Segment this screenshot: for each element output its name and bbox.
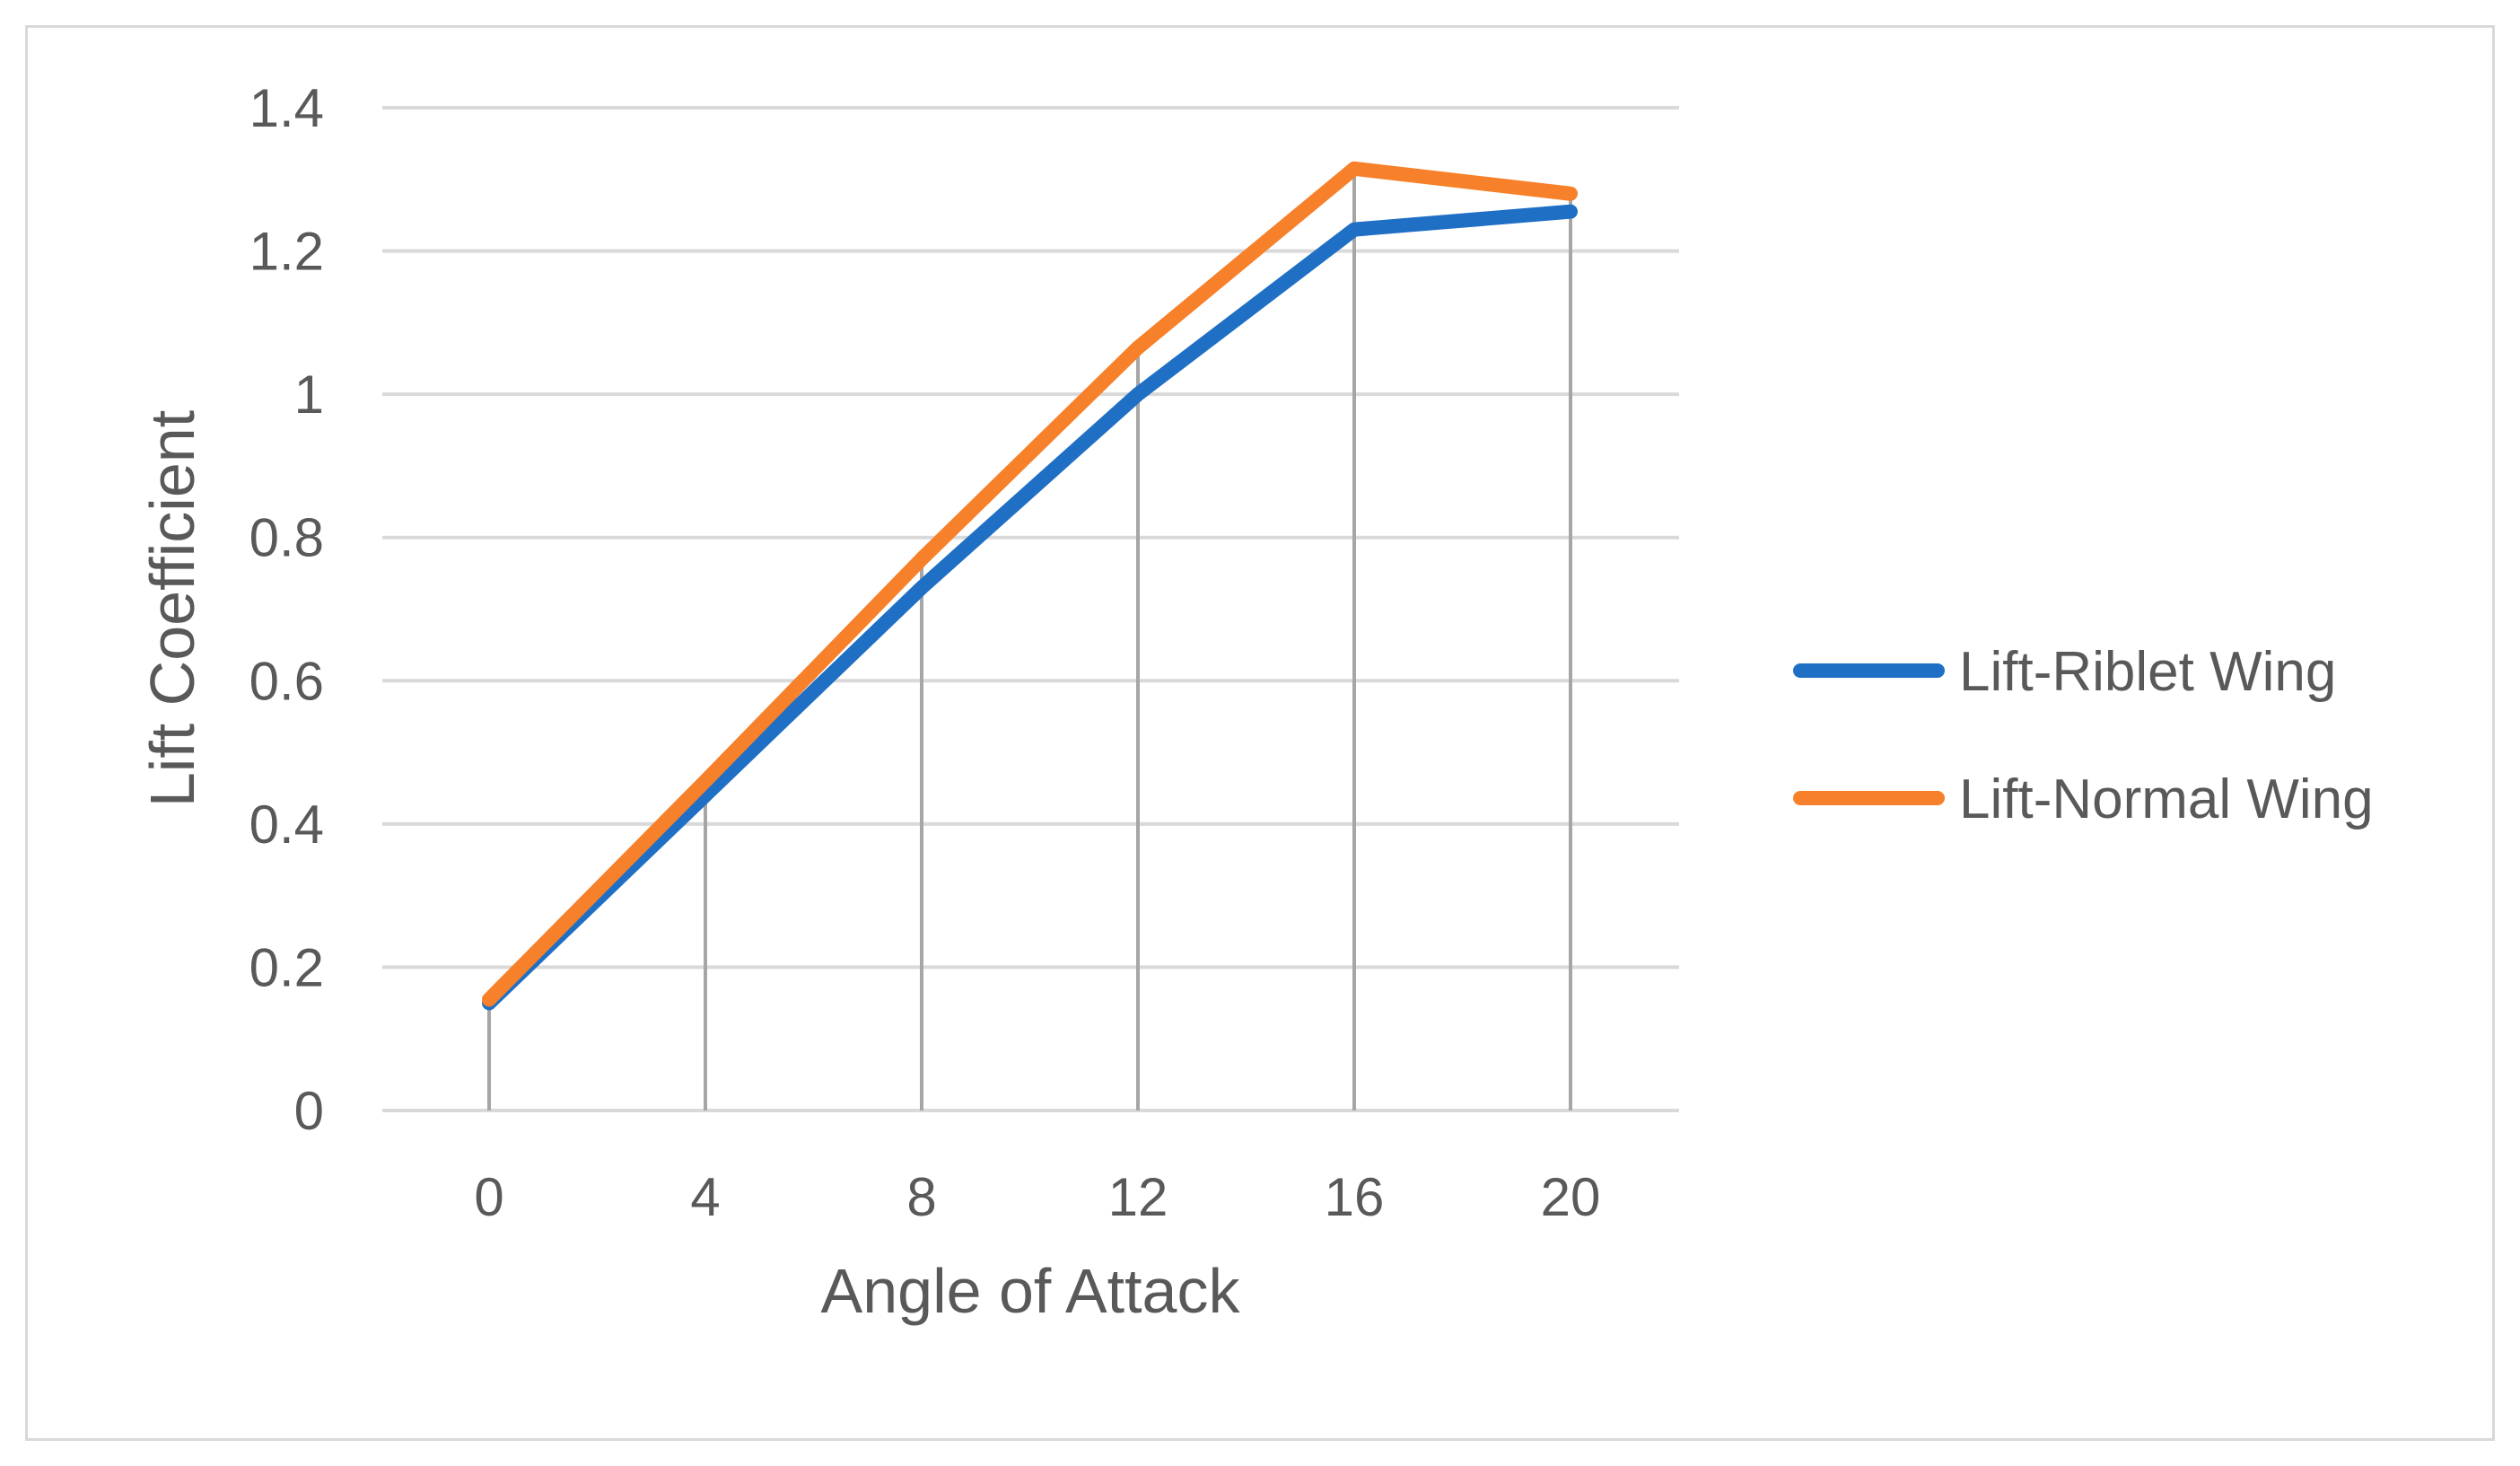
y-tick-label: 0.8 [249,508,324,568]
y-tick-label: 0 [294,1081,324,1141]
x-tick-label: 20 [1541,1167,1601,1227]
y-tick-label: 1 [294,364,324,425]
x-tick-label: 4 [690,1167,720,1227]
y-axis-title: Lift Coefficient [137,410,207,807]
line-chart: 0 0.2 0.4 0.6 0.8 1 1.2 1.4 0 4 8 12 16 20 Angle of … [137,78,2374,1326]
x-tick-label: 12 [1108,1167,1168,1227]
x-tick-label: 16 [1325,1167,1385,1227]
series-line-lift-normal-wing [482,161,1578,1007]
legend-label: Lift-Normal Wing [1959,768,2374,830]
drop-lines [487,168,1572,1110]
y-tick-label: 1.2 [249,222,324,282]
y-tick-label: 1.4 [249,78,324,138]
x-tick-label: 8 [906,1167,936,1227]
x-axis-title: Angle of Attack [821,1256,1241,1326]
y-tick-label: 0.6 [249,651,324,711]
legend: Lift-Riblet Wing Lift-Normal Wing [1793,641,2374,830]
gridlines [382,106,1679,1112]
legend-label: Lift-Riblet Wing [1959,641,2336,703]
x-axis-tick-labels: 0 4 8 12 16 20 [474,1167,1600,1227]
y-tick-label: 0.2 [249,937,324,997]
x-tick-label: 0 [474,1167,503,1227]
y-axis-tick-labels: 0 0.2 0.4 0.6 0.8 1 1.2 1.4 [249,78,324,1141]
y-tick-label: 0.4 [249,794,324,855]
chart-frame: 0 0.2 0.4 0.6 0.8 1 1.2 1.4 0 4 8 12 16 20 Angle of … [25,25,2495,1441]
series-lines [482,161,1578,1011]
series-line-lift-riblet-wing [482,204,1578,1011]
